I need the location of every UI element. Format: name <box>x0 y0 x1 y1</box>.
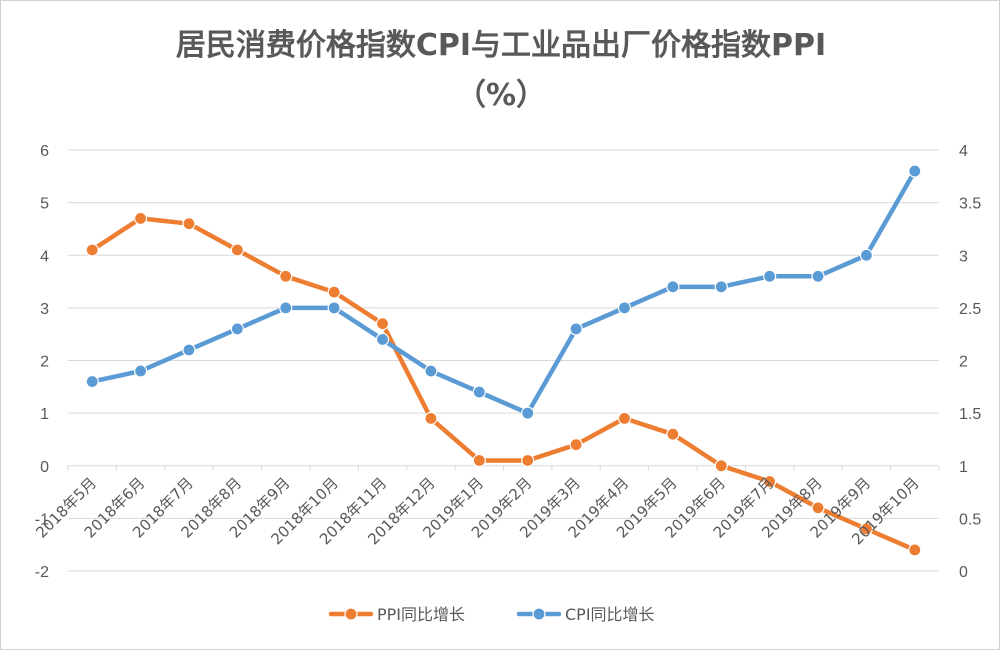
right-tick-label: 3 <box>959 248 968 265</box>
cpi-data-point <box>521 406 535 420</box>
legend-label: CPI同比增长 <box>565 605 655 624</box>
chart-title: 居民消费价格指数CPI与工业品出厂价格指数PPI <box>176 28 826 63</box>
right-tick-label: 0.5 <box>959 511 981 528</box>
ppi-data-point <box>666 427 680 441</box>
right-tick-label: 2 <box>959 354 968 371</box>
left-tick-label: 1 <box>40 406 49 423</box>
ppi-data-point <box>85 243 99 257</box>
right-tick-label: 1.5 <box>959 406 981 423</box>
left-tick-label: 5 <box>40 196 49 213</box>
cpi-data-point <box>230 322 244 336</box>
chart-subtitle: （%） <box>456 78 546 113</box>
cpi-data-point <box>424 364 438 378</box>
left-tick-label: -1 <box>35 511 49 528</box>
cpi-data-point <box>279 301 293 315</box>
cpi-data-point <box>666 280 680 294</box>
left-tick-label: 0 <box>40 459 49 476</box>
cpi-data-point <box>375 332 390 347</box>
ppi-data-point <box>375 317 390 331</box>
right-y-axis: 0 0.5 1 1.5 2 2.5 3 3.5 4 <box>959 143 981 581</box>
right-tick-label: 4 <box>959 143 968 160</box>
ppi-data-point <box>133 211 148 226</box>
ppi-data-point <box>424 411 438 425</box>
ppi-data-point <box>763 474 777 489</box>
ppi-series-line <box>89 216 918 553</box>
left-tick-label: 3 <box>40 301 49 318</box>
ppi-data-point <box>714 459 728 473</box>
cpi-data-point <box>714 280 728 294</box>
ppi-data-point <box>279 269 293 283</box>
left-y-axis: -2 -1 0 1 2 3 4 5 6 <box>35 143 49 581</box>
right-tick-label: 1 <box>959 459 968 476</box>
left-tick-label: 2 <box>40 354 49 371</box>
cpi-data-point <box>569 322 583 336</box>
cpi-data-point <box>327 301 341 315</box>
cpi-data-point <box>763 269 777 283</box>
left-tick-label: 4 <box>40 248 49 265</box>
ppi-data-point <box>327 285 341 299</box>
cpi-data-point <box>859 248 874 262</box>
ppi-data-point <box>569 438 583 452</box>
cpi-data-point <box>85 374 99 389</box>
left-tick-label: -2 <box>35 564 49 581</box>
cpi-data-point <box>908 164 922 178</box>
x-axis: 2018年5月2018年6月2018年7月2018年8月2018年9月2018年… <box>32 465 940 548</box>
legend-label: PPI同比增长 <box>377 605 465 624</box>
series-layer <box>85 164 922 557</box>
cpi-data-point <box>472 385 486 399</box>
right-tick-label: 2.5 <box>959 301 981 318</box>
legend: PPI同比增长 CPI同比增长 <box>328 605 655 624</box>
ppi-data-point <box>859 522 874 536</box>
left-tick-label: 6 <box>40 143 49 160</box>
ppi-data-point <box>908 543 922 557</box>
ppi-data-point <box>617 411 632 425</box>
cpi-data-point <box>617 301 632 315</box>
ppi-data-point <box>230 243 244 257</box>
legend-swatch-marker <box>532 607 546 621</box>
ppi-data-point <box>472 453 486 468</box>
cpi-series-line <box>89 168 918 416</box>
cpi-data-point <box>182 343 196 357</box>
cpi-data-point <box>133 364 148 378</box>
right-tick-label: 0 <box>959 564 968 581</box>
ppi-data-point <box>182 217 196 231</box>
right-tick-label: 3.5 <box>959 196 981 213</box>
ppi-data-point <box>521 453 535 468</box>
cpi-data-point <box>811 269 825 283</box>
legend-swatch-marker <box>344 607 358 621</box>
ppi-data-point <box>811 501 825 515</box>
